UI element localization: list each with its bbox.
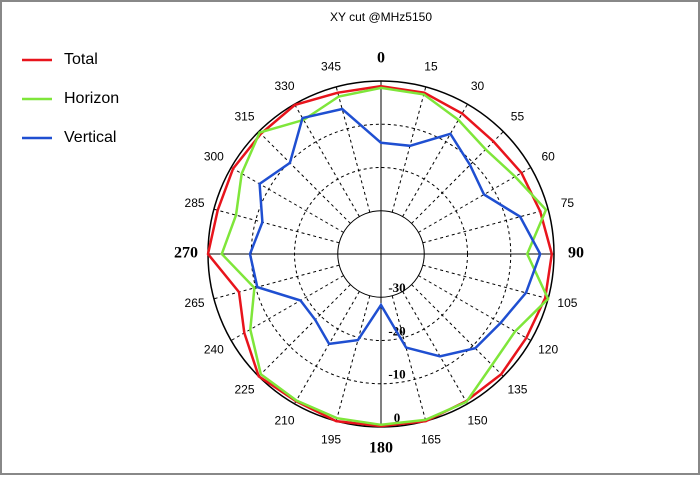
theta-tick-label: 75	[561, 196, 575, 210]
theta-tick-label: 60	[541, 150, 555, 164]
grid-spoke	[418, 275, 532, 341]
r-tick-label: -30	[388, 280, 405, 295]
grid-spoke	[230, 167, 344, 233]
theta-tick-label: 300	[204, 150, 224, 164]
theta-tick-label: 15	[424, 60, 438, 74]
grid-spoke	[418, 167, 532, 233]
chart-title: XY cut @MHz5150	[330, 10, 432, 24]
theta-tick-label: 120	[538, 343, 558, 357]
theta-tick-label: 55	[511, 110, 525, 124]
grid-spoke	[213, 208, 340, 244]
theta-tick-label: 135	[507, 383, 527, 397]
grid-spoke	[411, 284, 504, 377]
theta-tick-label: 30	[471, 79, 485, 93]
theta-tick-label: 165	[421, 433, 441, 447]
theta-tick-label: 210	[274, 413, 294, 427]
grid-spoke	[402, 291, 468, 405]
theta-tick-label: 270	[174, 245, 198, 262]
series-line	[248, 107, 542, 358]
theta-tick-label: 105	[557, 296, 577, 310]
grid-spoke	[294, 291, 360, 405]
legend: Total Horizon Vertical	[22, 51, 119, 146]
theta-tick-label: 195	[321, 433, 341, 447]
grid-spoke	[335, 86, 371, 213]
legend-label: Total	[64, 51, 98, 68]
theta-tick-label: 225	[235, 383, 255, 397]
series-line	[206, 84, 554, 428]
theta-tick-label: 150	[467, 413, 487, 427]
grid-spoke	[422, 208, 549, 244]
grid-spoke	[402, 103, 468, 217]
grid-spoke	[411, 131, 504, 224]
theta-tick-label: 180	[369, 440, 393, 457]
grid-spoke	[258, 131, 351, 224]
theta-tick-label: 330	[274, 79, 294, 93]
series-line	[220, 86, 550, 427]
legend-label: Vertical	[64, 129, 116, 146]
grid-spoke	[391, 86, 427, 213]
legend-label: Horizon	[64, 90, 119, 107]
theta-tick-label: 345	[321, 60, 341, 74]
theta-tick-label: 285	[185, 196, 205, 210]
grid-spoke	[258, 284, 351, 377]
r-tick-label: 0	[394, 410, 401, 425]
grid-spoke	[422, 264, 549, 300]
grid-spoke	[335, 295, 371, 422]
grid-spoke	[213, 264, 340, 300]
plot-area: -30-20-100015305560759010512013515016518…	[174, 50, 584, 457]
r-tick-label: -10	[388, 367, 405, 382]
grid-spoke	[294, 103, 360, 217]
grid-spoke	[391, 295, 427, 422]
theta-tick-label: 90	[568, 245, 584, 262]
theta-tick-label: 315	[235, 110, 255, 124]
theta-tick-label: 0	[377, 50, 385, 67]
theta-tick-label: 265	[185, 296, 205, 310]
theta-tick-label: 240	[204, 343, 224, 357]
